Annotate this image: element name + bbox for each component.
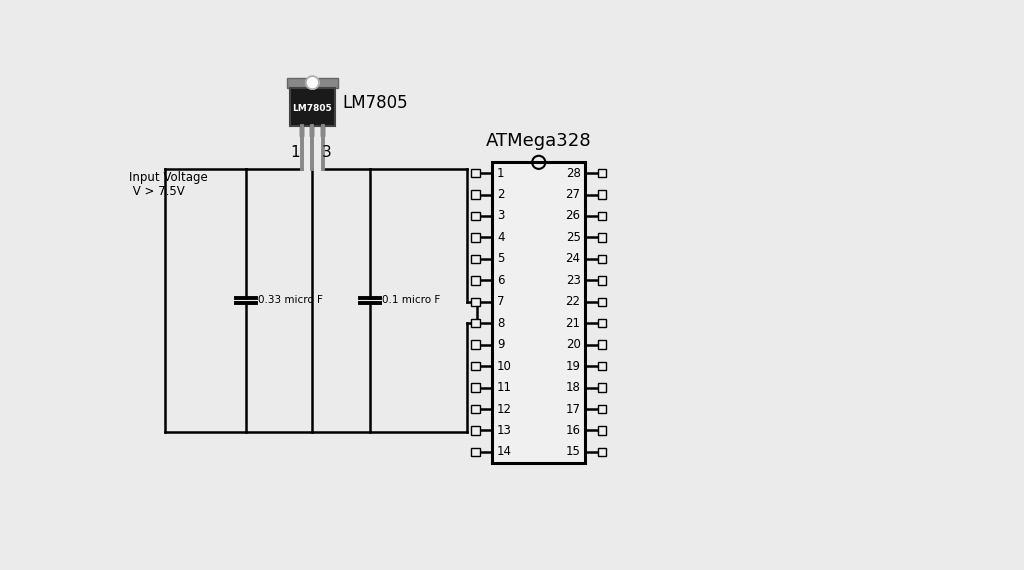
Text: 21: 21 — [565, 317, 581, 329]
Text: LM7805: LM7805 — [343, 94, 409, 112]
Text: 2: 2 — [497, 188, 505, 201]
Bar — [598, 255, 606, 263]
Bar — [598, 405, 606, 413]
Bar — [493, 162, 586, 463]
Text: 22: 22 — [565, 295, 581, 308]
Text: LM7805: LM7805 — [293, 104, 333, 113]
Bar — [598, 298, 606, 306]
Text: ATMega328: ATMega328 — [486, 132, 592, 150]
Text: 14: 14 — [497, 445, 512, 458]
Bar — [471, 255, 480, 263]
Text: 26: 26 — [565, 209, 581, 222]
Text: 17: 17 — [565, 402, 581, 416]
Text: 8: 8 — [497, 317, 504, 329]
Bar — [471, 447, 480, 456]
Text: 27: 27 — [565, 188, 581, 201]
Bar — [598, 169, 606, 177]
Text: 19: 19 — [565, 360, 581, 373]
Bar — [598, 340, 606, 349]
Bar — [471, 405, 480, 413]
Text: 15: 15 — [565, 445, 581, 458]
Text: 12: 12 — [497, 402, 512, 416]
Bar — [471, 362, 480, 370]
Bar — [471, 319, 480, 327]
Text: 16: 16 — [565, 424, 581, 437]
Text: 25: 25 — [565, 231, 581, 244]
Text: 6: 6 — [497, 274, 505, 287]
Bar — [290, 88, 335, 126]
Text: Input Voltage: Input Voltage — [129, 171, 208, 184]
Text: 7: 7 — [497, 295, 505, 308]
Text: 0.33 micro F: 0.33 micro F — [258, 295, 324, 305]
Text: 28: 28 — [565, 166, 581, 180]
Bar — [471, 340, 480, 349]
Bar — [471, 426, 480, 435]
Text: 23: 23 — [565, 274, 581, 287]
Text: 20: 20 — [565, 338, 581, 351]
Bar — [598, 190, 606, 199]
Bar — [471, 298, 480, 306]
Text: 5: 5 — [497, 253, 504, 266]
Bar — [471, 211, 480, 220]
Text: 3: 3 — [497, 209, 504, 222]
Bar — [471, 169, 480, 177]
Bar — [598, 447, 606, 456]
Text: 11: 11 — [497, 381, 512, 394]
Text: 4: 4 — [497, 231, 505, 244]
Bar — [471, 233, 480, 242]
Bar — [598, 319, 606, 327]
Bar — [598, 211, 606, 220]
Bar — [598, 276, 606, 284]
Text: 10: 10 — [497, 360, 512, 373]
Text: 1: 1 — [497, 166, 505, 180]
Bar — [598, 362, 606, 370]
Bar — [471, 384, 480, 392]
Bar — [598, 233, 606, 242]
Bar — [471, 190, 480, 199]
Text: 3: 3 — [323, 145, 332, 160]
Bar — [287, 78, 338, 88]
Circle shape — [306, 76, 319, 89]
Bar — [598, 426, 606, 435]
Text: 0.1 micro F: 0.1 micro F — [382, 295, 440, 305]
Bar — [471, 276, 480, 284]
Bar — [598, 384, 606, 392]
Text: 9: 9 — [497, 338, 505, 351]
Text: 24: 24 — [565, 253, 581, 266]
Text: V > 7.5V: V > 7.5V — [129, 185, 184, 198]
Text: 1: 1 — [291, 145, 300, 160]
Text: 13: 13 — [497, 424, 512, 437]
Text: 18: 18 — [565, 381, 581, 394]
